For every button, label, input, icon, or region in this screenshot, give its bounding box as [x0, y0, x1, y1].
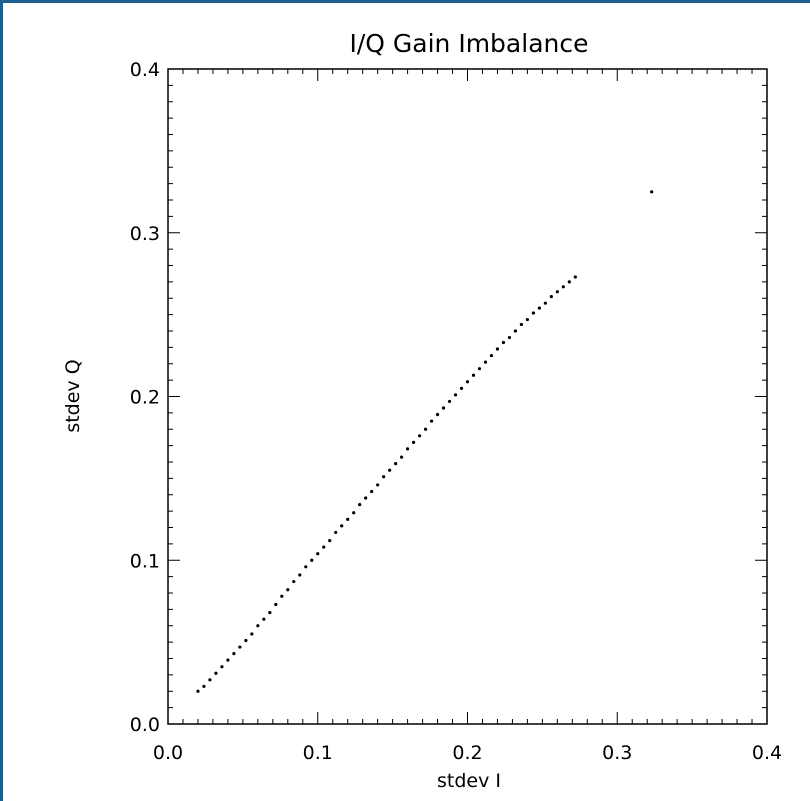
data-point [286, 588, 290, 592]
y-tick-label: 0.4 [130, 59, 160, 81]
data-point [513, 329, 518, 333]
data-point [358, 502, 362, 507]
data-point [465, 380, 470, 384]
x-tick-label: 0.3 [602, 742, 632, 764]
data-point [376, 483, 380, 487]
data-point [196, 689, 200, 693]
x-tick-label: 0.1 [303, 742, 333, 764]
data-point [525, 317, 530, 322]
data-point [573, 275, 577, 279]
x-tick-label: 0.2 [452, 742, 482, 764]
data-point [453, 393, 458, 397]
data-point [382, 475, 386, 479]
data-point [250, 632, 254, 636]
data-point [537, 306, 541, 310]
data-point [328, 539, 332, 543]
data-point [322, 545, 326, 549]
data-point [232, 651, 236, 656]
y-tick-label: 0.3 [130, 223, 160, 245]
y-tick-label: 0.1 [130, 550, 160, 572]
data-point [543, 301, 547, 305]
data-point [298, 573, 302, 577]
data-point [447, 399, 452, 404]
data-point [346, 517, 350, 521]
data-point [489, 353, 494, 358]
data-point [501, 340, 506, 345]
data-point [507, 335, 512, 340]
y-tick-label: 0.2 [130, 387, 160, 409]
data-point [280, 594, 284, 598]
data-point [238, 645, 242, 649]
data-point [352, 511, 356, 515]
x-axis-label: stdev I [437, 770, 501, 792]
data-point [262, 617, 266, 621]
data-point [519, 322, 524, 327]
data-point [567, 280, 571, 284]
data-point [316, 552, 320, 556]
data-point [340, 524, 344, 528]
data-point [483, 360, 488, 364]
data-point [400, 455, 404, 459]
data-points [196, 190, 654, 693]
data-point [561, 285, 565, 289]
data-point [388, 468, 392, 472]
data-point [244, 638, 248, 643]
data-point [334, 530, 338, 535]
data-point [411, 440, 416, 444]
data-point [226, 658, 230, 662]
data-point [650, 190, 654, 194]
y-tick-label: 0.0 [130, 714, 160, 736]
data-point [268, 611, 272, 615]
data-point [423, 427, 428, 431]
data-point [220, 665, 224, 669]
data-point [370, 489, 374, 494]
data-point [310, 558, 314, 562]
data-point [459, 386, 464, 390]
x-tick-label: 0.4 [752, 742, 782, 764]
data-point [417, 434, 422, 438]
data-point [549, 295, 553, 299]
ticks [167, 68, 768, 725]
data-point [202, 684, 206, 688]
data-point [208, 678, 212, 682]
tick-labels: 0.0 0.1 0.2 0.3 0.4 0.0 0.1 0.2 0.3 0.4 [130, 59, 782, 764]
x-tick-label: 0.0 [153, 742, 183, 764]
data-point [435, 412, 440, 417]
data-point [429, 419, 434, 423]
data-point [406, 447, 410, 451]
data-point [256, 624, 260, 628]
data-point [214, 671, 218, 675]
data-point [364, 496, 368, 500]
chart-title: I/Q Gain Imbalance [349, 29, 588, 58]
data-point [274, 602, 278, 607]
data-point [441, 406, 446, 410]
y-axis-label: stdev Q [62, 359, 84, 432]
data-point [394, 462, 398, 466]
data-point [495, 347, 500, 351]
data-point [471, 373, 476, 377]
data-point [304, 565, 308, 569]
data-point [292, 579, 296, 584]
data-point [477, 367, 482, 371]
data-point [555, 290, 559, 294]
data-point [531, 311, 535, 315]
